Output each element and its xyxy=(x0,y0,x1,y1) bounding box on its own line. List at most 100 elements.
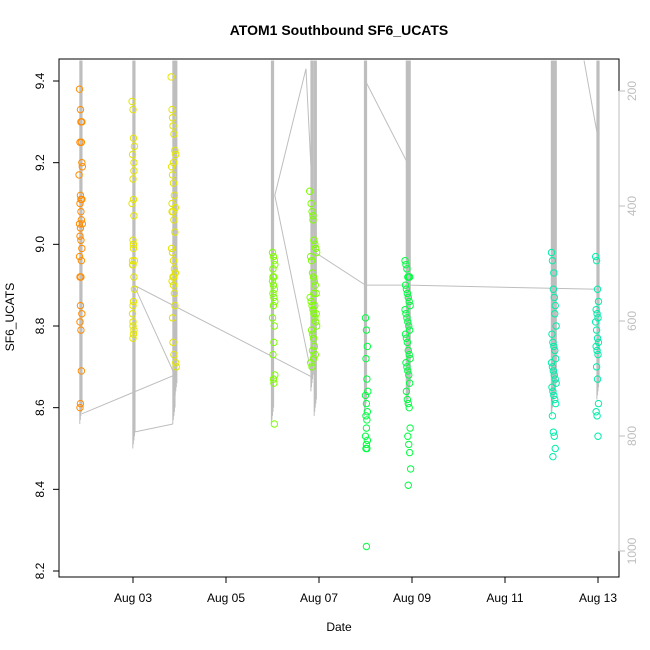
data-point xyxy=(77,195,85,204)
data-point xyxy=(550,342,558,351)
data-point xyxy=(167,163,176,171)
data-point xyxy=(308,330,317,338)
data-point xyxy=(401,256,409,265)
data-point xyxy=(78,118,86,126)
profile-transit-line xyxy=(365,80,408,163)
data-point xyxy=(552,379,560,387)
data-point xyxy=(129,330,138,338)
data-point xyxy=(307,297,315,306)
data-point xyxy=(406,424,414,432)
data-point xyxy=(309,216,317,224)
data-point xyxy=(169,122,177,130)
data-point xyxy=(402,261,410,269)
data-point xyxy=(550,293,558,302)
x-tick-label: Aug 03 xyxy=(114,591,152,605)
data-point xyxy=(362,354,370,363)
data-point xyxy=(306,252,315,261)
data-point xyxy=(130,212,138,220)
data-point xyxy=(364,387,372,396)
data-point xyxy=(406,465,415,473)
data-point xyxy=(594,432,602,440)
data-point xyxy=(308,363,316,371)
data-point xyxy=(549,338,557,347)
data-point xyxy=(270,420,279,428)
data-point xyxy=(271,297,279,306)
data-point xyxy=(270,322,279,330)
data-point xyxy=(547,359,556,367)
data-point xyxy=(309,273,318,281)
data-point xyxy=(130,273,138,281)
data-point xyxy=(306,187,314,195)
data-point xyxy=(129,240,138,249)
data-point xyxy=(78,158,86,167)
data-point xyxy=(362,412,370,420)
data-point xyxy=(310,289,318,298)
data-point xyxy=(362,424,371,432)
data-point xyxy=(129,297,138,306)
data-point xyxy=(77,138,86,146)
data-point xyxy=(269,350,277,359)
right-tick-label: 200 xyxy=(625,81,639,101)
data-point xyxy=(270,256,279,265)
right-axis: 200 400 600 800 1000 xyxy=(618,81,639,564)
data-point xyxy=(308,269,317,277)
data-point xyxy=(592,326,601,334)
data-point xyxy=(268,248,277,257)
data-point xyxy=(404,318,412,326)
data-point xyxy=(128,261,137,269)
data-point xyxy=(76,318,84,326)
data-point xyxy=(593,310,601,318)
profile-transit-line xyxy=(583,60,599,139)
data-point xyxy=(402,387,411,396)
data-point xyxy=(593,375,602,383)
data-point xyxy=(172,363,180,371)
data-point xyxy=(406,301,414,310)
data-point xyxy=(591,318,600,326)
y-tick-label: 8.4 xyxy=(33,481,47,498)
data-point xyxy=(170,216,178,224)
data-point xyxy=(311,240,319,249)
data-point xyxy=(362,444,370,453)
data-point xyxy=(76,232,84,240)
data-point xyxy=(169,338,177,347)
data-point xyxy=(404,367,412,375)
data-point xyxy=(401,330,410,338)
data-point xyxy=(170,130,178,138)
data-point xyxy=(129,195,138,204)
data-point xyxy=(405,350,413,359)
data-point xyxy=(129,318,137,326)
data-point xyxy=(312,318,320,326)
data-point xyxy=(170,265,179,273)
data-point xyxy=(551,395,559,404)
data-point xyxy=(310,310,318,318)
data-point xyxy=(549,367,558,375)
data-point xyxy=(593,412,601,420)
data-point xyxy=(312,310,320,318)
data-point xyxy=(169,179,178,187)
data-point xyxy=(168,248,177,257)
x-tick-label: Aug 13 xyxy=(579,591,617,605)
profile-transit-line xyxy=(133,423,174,433)
data-point xyxy=(549,285,558,293)
data-point xyxy=(130,158,138,167)
data-point xyxy=(405,403,413,412)
data-point xyxy=(269,252,278,261)
data-point xyxy=(592,256,601,265)
data-point xyxy=(75,252,84,261)
data-point xyxy=(75,220,84,228)
data-point xyxy=(128,199,136,208)
data-point xyxy=(310,342,319,351)
data-point xyxy=(362,440,371,449)
data-point xyxy=(76,191,85,200)
data-point xyxy=(269,281,278,289)
data-point xyxy=(551,301,559,310)
data-point xyxy=(171,269,180,277)
data-point xyxy=(594,350,602,359)
data-point xyxy=(405,448,414,457)
right-tick-label: 1000 xyxy=(625,537,639,564)
data-point xyxy=(405,440,413,449)
data-point xyxy=(311,281,319,289)
data-point xyxy=(75,85,84,93)
data-point xyxy=(309,334,318,342)
data-point xyxy=(169,158,178,167)
